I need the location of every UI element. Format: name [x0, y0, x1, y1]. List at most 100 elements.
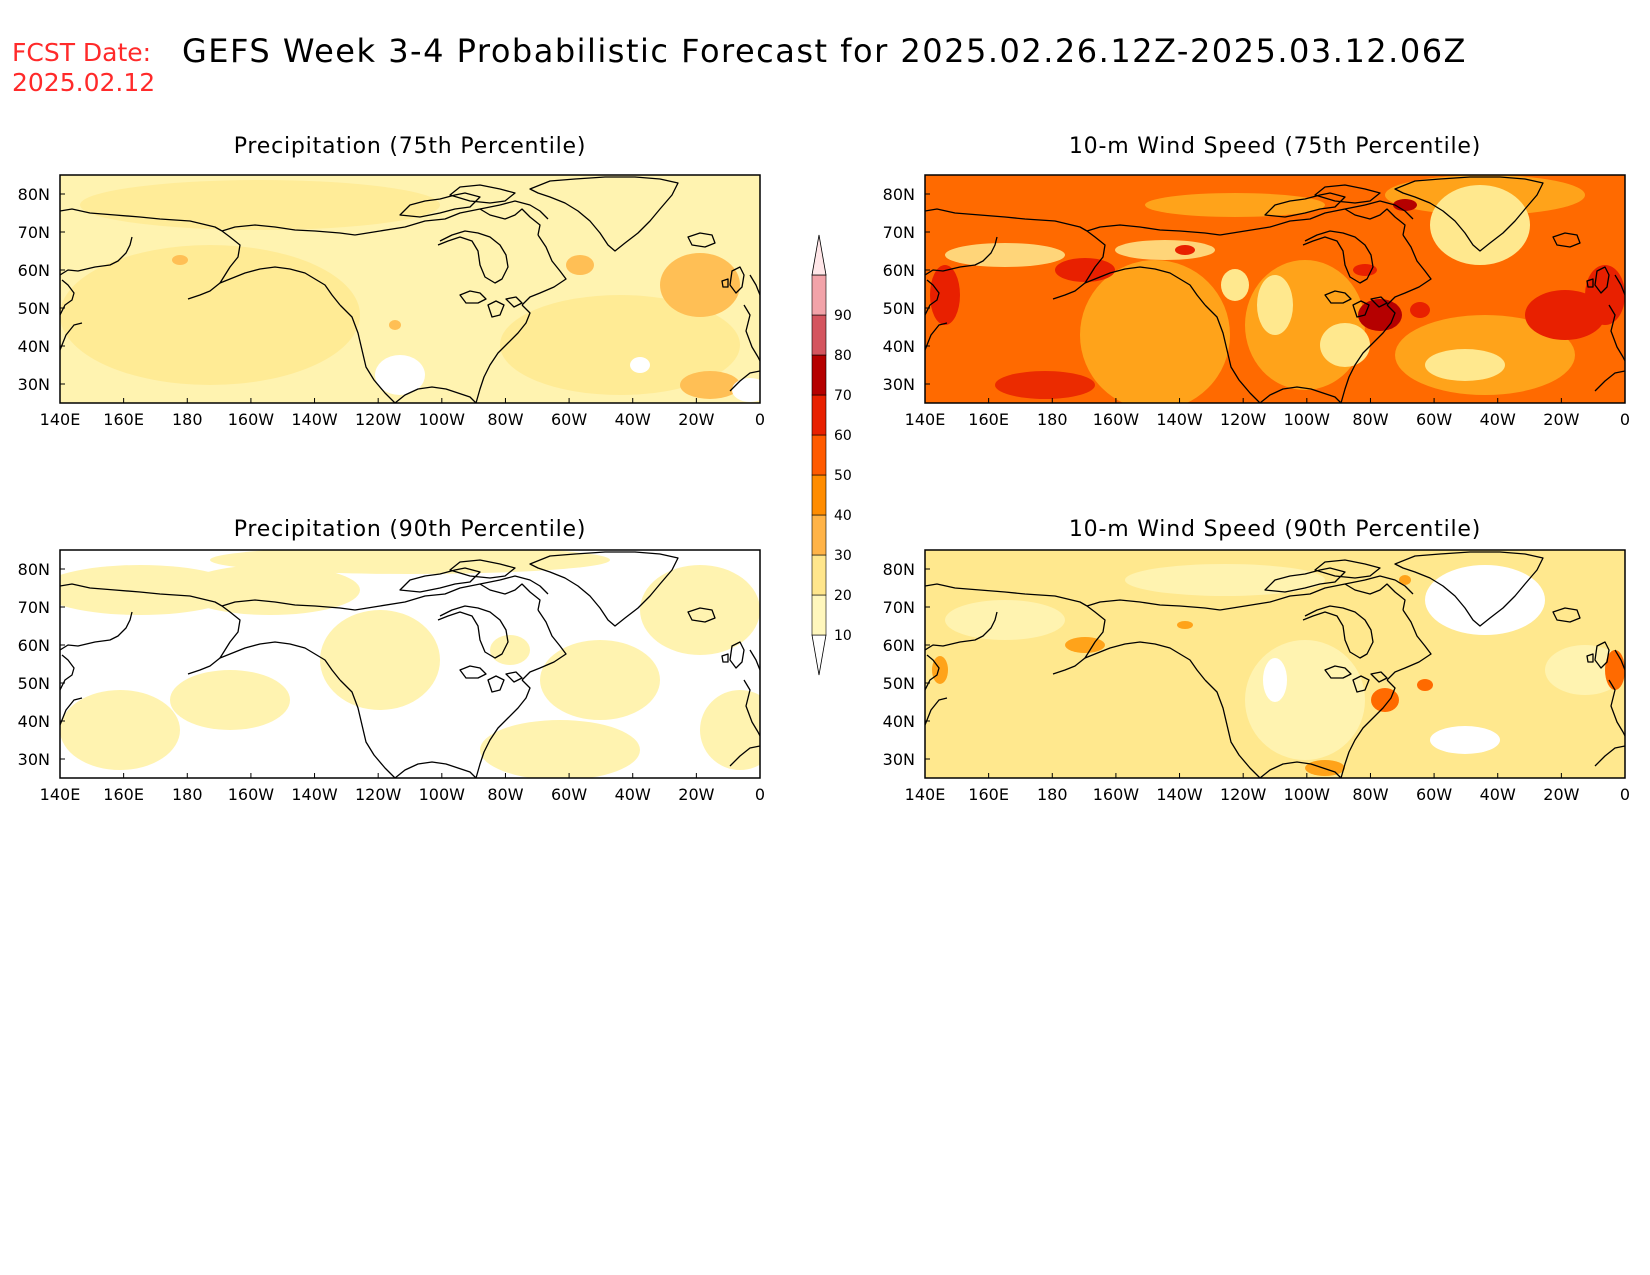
lon-tick-label: 80W: [1352, 410, 1388, 429]
lon-tick-label: 140W: [1156, 410, 1203, 429]
lat-tick-label: 50N: [18, 299, 50, 318]
colorbar-segment: [811, 354, 827, 396]
colorbar-level-label: 40: [834, 508, 852, 524]
lon-tick-label: 40W: [615, 410, 651, 429]
lat-tick-label: 40N: [18, 337, 50, 356]
lat-tick-label: 70N: [18, 598, 50, 617]
lon-tick-label: 100W: [419, 785, 466, 804]
lon-tick-label: 60W: [551, 410, 587, 429]
fcst-date-value: 2025.02.12: [12, 68, 156, 97]
colorbar-segment: [811, 434, 827, 476]
colorbar-lower-extension: [811, 634, 827, 676]
panel-title-wind-75: 10-m Wind Speed (75th Percentile): [1069, 134, 1481, 159]
lon-tick-label: 140W: [291, 410, 338, 429]
colorbar-level-label: 80: [834, 348, 852, 364]
lon-tick-label: 120W: [1220, 785, 1267, 804]
colorbar-upper-extension: [811, 234, 827, 276]
colorbar-segment: [811, 554, 827, 596]
lon-tick-label: 40W: [1480, 410, 1516, 429]
fcst-date-label: FCST Date:: [12, 38, 152, 67]
lon-tick-label: 160E: [968, 785, 1009, 804]
lon-tick-label: 140E: [905, 785, 946, 804]
lat-tick-label: 70N: [883, 598, 915, 617]
lon-tick-label: 20W: [1543, 785, 1579, 804]
colorbar-level-label: 50: [834, 468, 852, 484]
lon-tick-label: 180: [1037, 785, 1068, 804]
lon-tick-label: 160W: [1093, 785, 1140, 804]
lon-tick-label: 160E: [103, 410, 144, 429]
lon-tick-label: 180: [172, 410, 203, 429]
lon-tick-label: 160W: [228, 410, 275, 429]
lat-tick-label: 60N: [883, 636, 915, 655]
panel-title-precip-75: Precipitation (75th Percentile): [234, 134, 587, 159]
lon-tick-label: 140E: [40, 410, 81, 429]
lat-tick-label: 60N: [18, 261, 50, 280]
colorbar-segment: [811, 274, 827, 316]
colorbar-segment: [811, 394, 827, 436]
panel-title-precip-90: Precipitation (90th Percentile): [234, 517, 587, 542]
colorbar-segment: [811, 314, 827, 356]
lon-tick-label: 80W: [1352, 785, 1388, 804]
lon-tick-label: 100W: [1284, 785, 1331, 804]
lat-tick-label: 80N: [883, 185, 915, 204]
map-panel-precip-90: [59, 549, 761, 779]
lat-tick-label: 50N: [883, 674, 915, 693]
lon-tick-label: 120W: [1220, 410, 1267, 429]
axis-labels: 140E 160E 180 160W 140W 120W 100W 80W 60W 40W 20W 0…: [18, 185, 1630, 804]
lon-tick-label: 0: [1620, 785, 1630, 804]
lon-tick-label: 180: [172, 785, 203, 804]
lon-tick-label: 140E: [40, 785, 81, 804]
lon-tick-label: 20W: [678, 785, 714, 804]
lon-tick-label: 80W: [487, 785, 523, 804]
lat-tick-label: 30N: [883, 375, 915, 394]
lon-tick-label: 160E: [103, 785, 144, 804]
colorbar-level-label: 90: [834, 308, 852, 324]
map-frame: [59, 174, 761, 404]
lat-tick-label: 40N: [883, 337, 915, 356]
lon-tick-label: 60W: [551, 785, 587, 804]
colorbar-level-label: 10: [834, 628, 852, 644]
map-panel-wind-90: [924, 549, 1626, 779]
lon-tick-label: 40W: [615, 785, 651, 804]
map-frame: [924, 174, 1626, 404]
lon-tick-label: 100W: [1284, 410, 1331, 429]
lon-tick-label: 40W: [1480, 785, 1516, 804]
lon-tick-label: 60W: [1416, 785, 1452, 804]
page-title: GEFS Week 3-4 Probabilistic Forecast for…: [182, 32, 1467, 70]
lat-tick-label: 40N: [883, 712, 915, 731]
lon-tick-label: 100W: [419, 410, 466, 429]
colorbar-segment: [811, 594, 827, 636]
map-panel-precip-75: [59, 174, 761, 404]
lon-tick-label: 160E: [968, 410, 1009, 429]
lat-tick-label: 60N: [883, 261, 915, 280]
map-frame: [59, 549, 761, 779]
lat-tick-label: 80N: [18, 185, 50, 204]
lon-tick-label: 0: [755, 410, 765, 429]
colorbar-level-label: 70: [834, 388, 852, 404]
lat-tick-label: 40N: [18, 712, 50, 731]
panel-title-wind-90: 10-m Wind Speed (90th Percentile): [1069, 517, 1481, 542]
lon-tick-label: 140W: [1156, 785, 1203, 804]
map-frame: [924, 549, 1626, 779]
colorbar-level-label: 60: [834, 428, 852, 444]
lat-tick-label: 50N: [883, 299, 915, 318]
lat-tick-label: 80N: [883, 560, 915, 579]
lat-tick-label: 30N: [18, 750, 50, 769]
lon-tick-label: 80W: [487, 410, 523, 429]
lon-tick-label: 120W: [355, 410, 402, 429]
lat-tick-label: 30N: [883, 750, 915, 769]
map-panel-wind-75: [924, 174, 1626, 404]
lon-tick-label: 140W: [291, 785, 338, 804]
colorbar-segment: [811, 514, 827, 556]
lon-tick-label: 180: [1037, 410, 1068, 429]
colorbar-segment: [811, 474, 827, 516]
lon-tick-label: 20W: [678, 410, 714, 429]
lat-tick-label: 70N: [18, 223, 50, 242]
lat-tick-label: 70N: [883, 223, 915, 242]
colorbar-level-label: 30: [834, 548, 852, 564]
lon-tick-label: 120W: [355, 785, 402, 804]
colorbar-level-label: 20: [834, 588, 852, 604]
lon-tick-label: 20W: [1543, 410, 1579, 429]
lon-tick-label: 160W: [1093, 410, 1140, 429]
